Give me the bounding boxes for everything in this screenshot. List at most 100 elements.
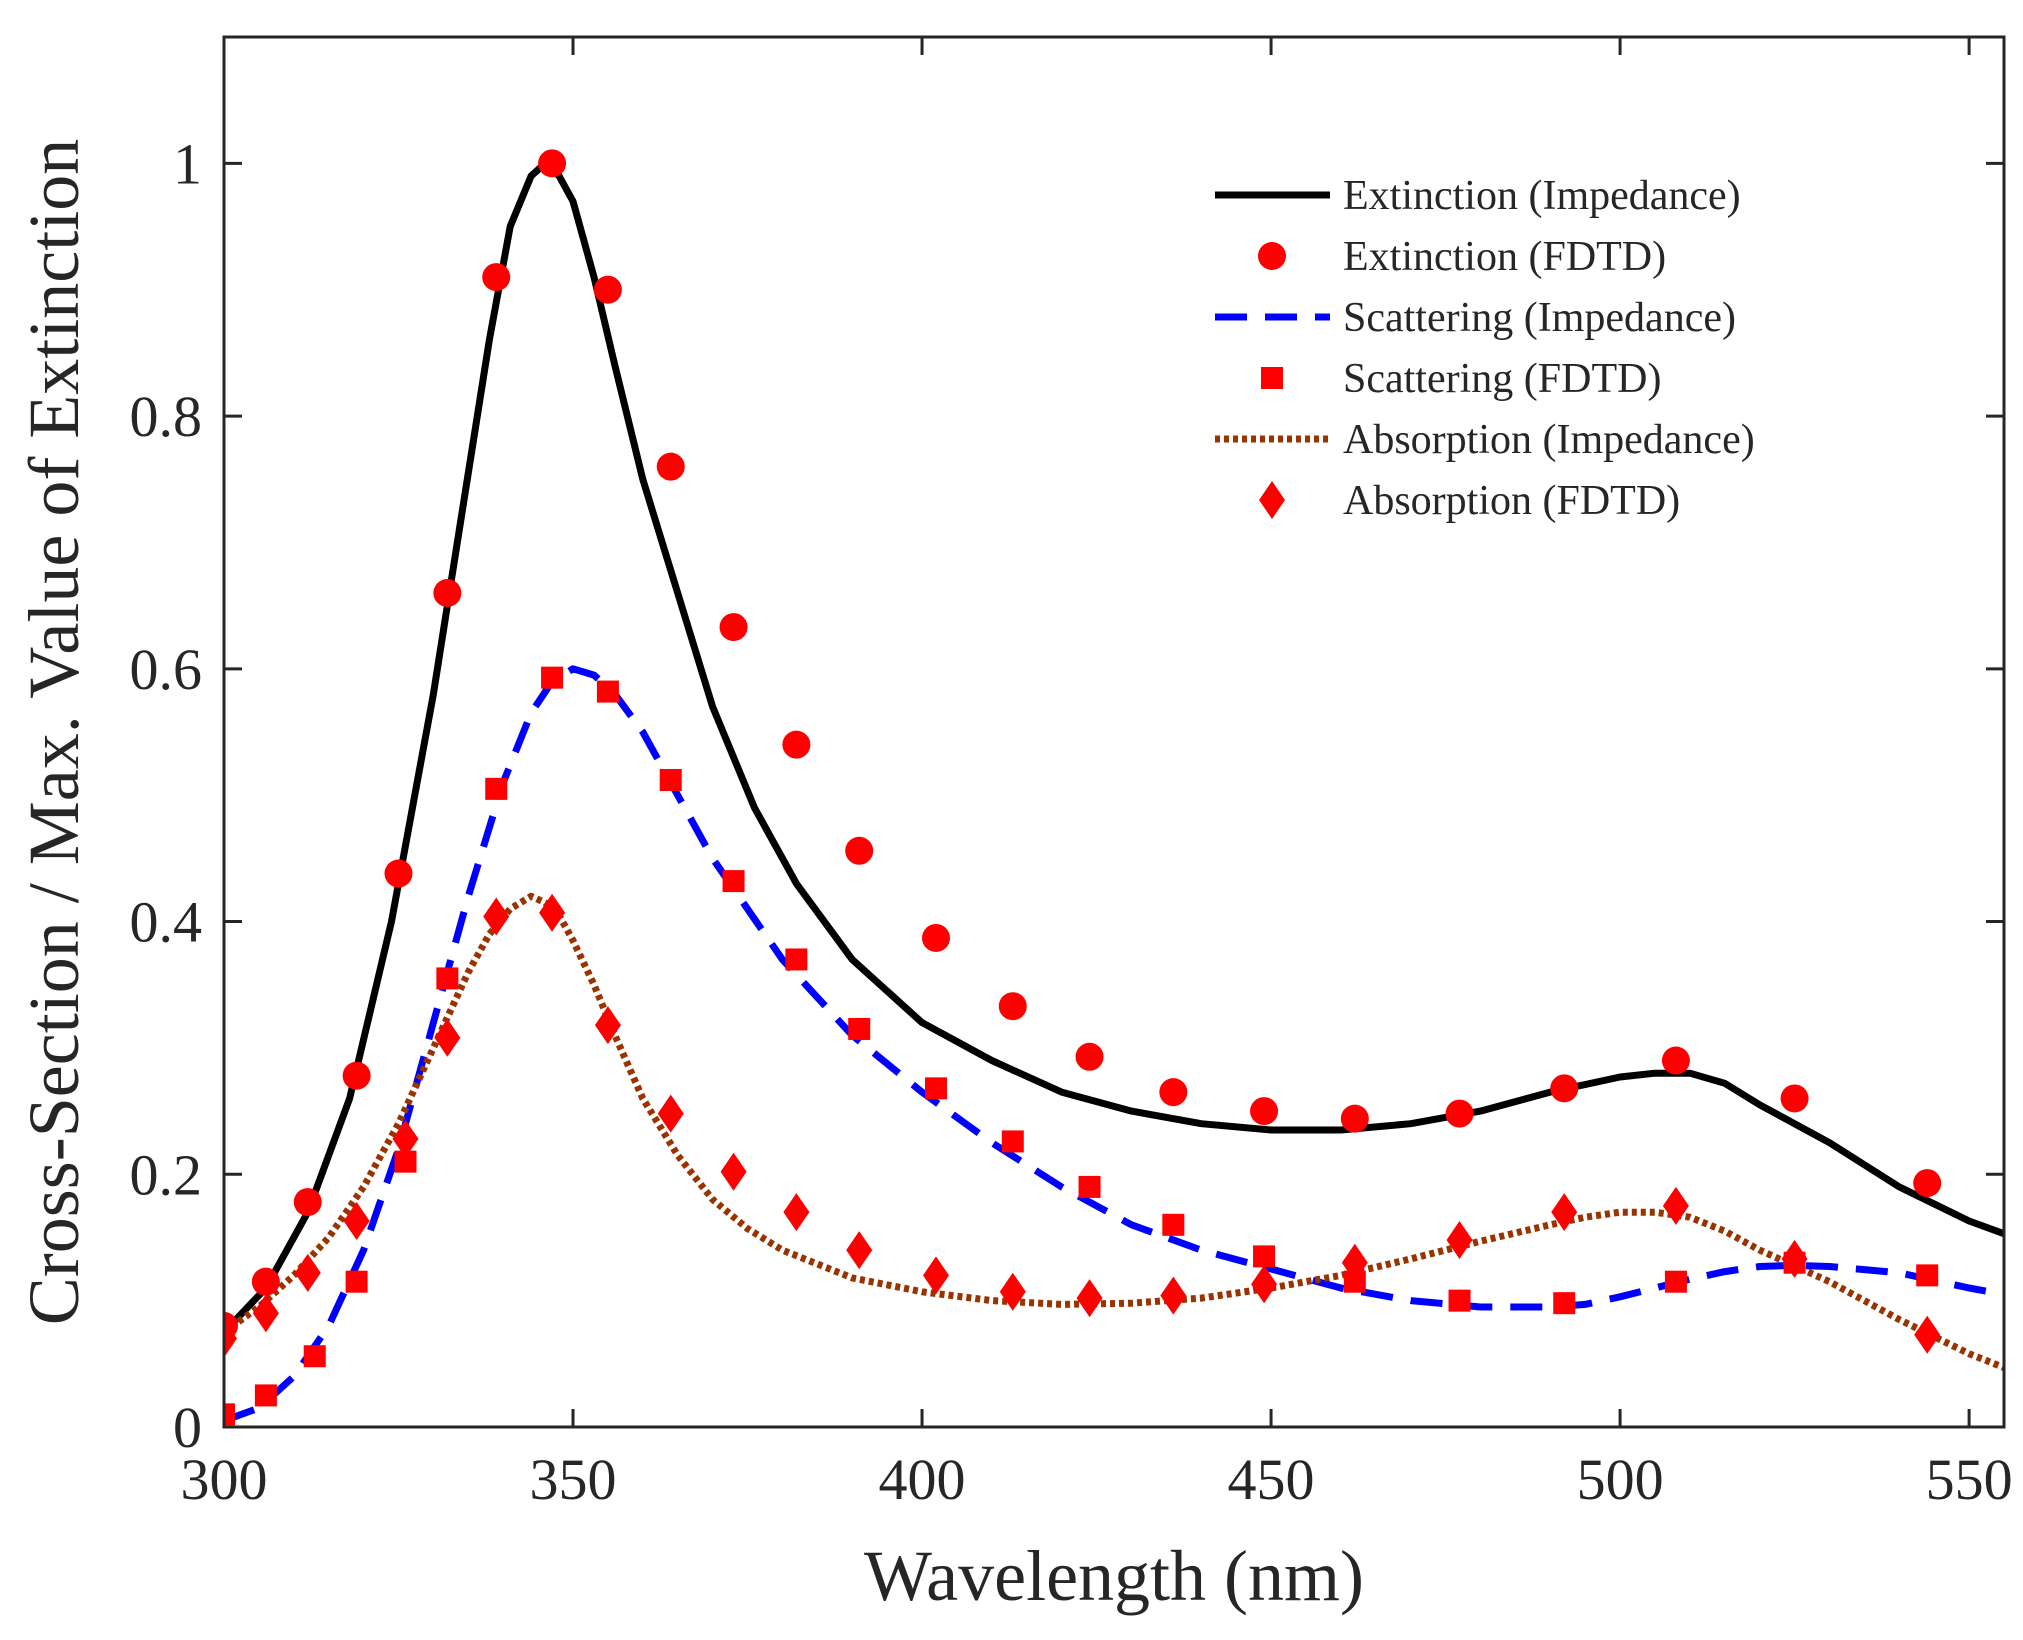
legend-swatch-absorption-fdtd: [1259, 481, 1285, 519]
data-point-extinction-fdtd: [1159, 1078, 1188, 1107]
legend-label: Scattering (Impedance): [1343, 295, 1736, 341]
data-point-absorption-fdtd: [539, 893, 566, 932]
data-point-extinction-fdtd: [998, 992, 1027, 1021]
data-point-extinction-fdtd: [922, 923, 950, 952]
y-tick-label: 0.6: [130, 637, 203, 702]
data-point-scattering-fdtd: [785, 948, 808, 971]
data-point-scattering-fdtd: [1253, 1245, 1276, 1268]
data-point-extinction-fdtd: [384, 859, 413, 888]
data-point-extinction-fdtd: [293, 1188, 322, 1217]
data-point-scattering-fdtd: [659, 769, 682, 792]
data-point-extinction-fdtd: [1445, 1099, 1474, 1128]
data-point-absorption-fdtd: [720, 1152, 747, 1191]
legend-label: Scattering (FDTD): [1343, 356, 1661, 402]
data-point-extinction-fdtd: [719, 613, 748, 642]
data-point-absorption-fdtd: [294, 1253, 321, 1292]
data-point-absorption-fdtd: [783, 1193, 810, 1232]
legend-label: Absorption (FDTD): [1343, 478, 1680, 524]
data-point-absorption-fdtd: [1914, 1315, 1941, 1354]
data-point-extinction-fdtd: [342, 1061, 371, 1090]
y-tick-label: 0.2: [130, 1142, 203, 1207]
data-point-scattering-fdtd: [541, 666, 564, 689]
data-point-scattering-fdtd: [254, 1384, 277, 1407]
data-point-extinction-fdtd: [482, 263, 511, 292]
data-point-extinction-fdtd: [1075, 1042, 1104, 1071]
data-point-scattering-fdtd: [303, 1345, 326, 1368]
data-point-absorption-fdtd: [1160, 1276, 1187, 1315]
data-point-scattering-fdtd: [1664, 1270, 1687, 1293]
data-point-extinction-fdtd: [1780, 1084, 1809, 1113]
series-line-scattering-impedance: [224, 665, 2004, 1424]
data-point-absorption-fdtd: [1781, 1239, 1808, 1278]
legend-swatch-extinction-fdtd: [1258, 242, 1286, 270]
x-tick-label: 450: [1228, 1447, 1315, 1512]
data-point-extinction-fdtd: [538, 149, 567, 178]
x-axis: 300 350 400 450 500 550: [181, 37, 2013, 1512]
plot-area: [224, 149, 2004, 1426]
series-line-absorption-impedance: [224, 892, 2004, 1371]
data-point-extinction-fdtd: [1250, 1097, 1279, 1126]
data-point-absorption-fdtd: [224, 1319, 237, 1358]
data-point-absorption-fdtd: [483, 897, 510, 936]
y-tick-label: 0.4: [130, 890, 203, 955]
x-axis-label: Wavelength (nm): [864, 1536, 1364, 1616]
legend-swatch-scattering-fdtd: [1261, 367, 1283, 389]
data-point-scattering-fdtd: [1916, 1264, 1939, 1287]
data-point-absorption-fdtd: [1662, 1186, 1689, 1225]
data-point-absorption-fdtd: [657, 1094, 684, 1133]
data-point-scattering-fdtd: [1448, 1289, 1471, 1312]
legend-label: Extinction (Impedance): [1343, 173, 1741, 219]
data-point-absorption-fdtd: [343, 1202, 370, 1241]
data-point-absorption-fdtd: [923, 1256, 949, 1295]
data-point-scattering-fdtd: [345, 1270, 368, 1293]
y-axis: 0 0.2 0.4 0.6 0.8 1: [130, 131, 2004, 1460]
data-point-absorption-fdtd: [1551, 1193, 1578, 1232]
data-point-scattering-fdtd: [1162, 1213, 1185, 1236]
data-point-absorption-fdtd: [252, 1294, 279, 1333]
data-point-scattering-fdtd: [1001, 1130, 1024, 1153]
data-point-extinction-fdtd: [251, 1267, 280, 1296]
data-point-absorption-fdtd: [1341, 1243, 1368, 1282]
data-point-absorption-fdtd: [846, 1231, 873, 1270]
data-point-absorption-fdtd: [1076, 1279, 1103, 1318]
y-axis-label: Cross-Section / Max. Value of Extinction: [14, 139, 94, 1326]
data-point-absorption-fdtd: [392, 1119, 419, 1158]
data-point-absorption-fdtd: [1251, 1265, 1278, 1304]
legend-label: Extinction (FDTD): [1343, 234, 1666, 280]
data-point-scattering-fdtd: [436, 967, 459, 990]
data-point-extinction-fdtd: [1340, 1104, 1369, 1133]
y-tick-label: 1: [173, 131, 202, 196]
data-point-absorption-fdtd: [999, 1272, 1026, 1311]
data-point-absorption-fdtd: [594, 1006, 621, 1045]
x-tick-label: 400: [879, 1447, 966, 1512]
data-point-extinction-fdtd: [1661, 1046, 1690, 1075]
data-point-absorption-fdtd: [1446, 1220, 1473, 1259]
x-tick-label: 500: [1577, 1447, 1664, 1512]
data-point-extinction-fdtd: [782, 730, 811, 759]
data-point-scattering-fdtd: [925, 1077, 947, 1100]
legend: Extinction (Impedance) Extinction (FDTD) S…: [1215, 173, 1755, 524]
data-point-extinction-fdtd: [1550, 1074, 1579, 1103]
y-tick-label: 0: [173, 1395, 202, 1460]
data-point-extinction-fdtd: [593, 275, 622, 304]
x-tick-label: 350: [530, 1447, 617, 1512]
data-point-extinction-fdtd: [433, 579, 462, 607]
data-point-extinction-fdtd: [845, 836, 874, 865]
axes-box: [222, 35, 2006, 1429]
y-tick-label: 0.8: [130, 384, 203, 449]
data-point-scattering-fdtd: [485, 777, 508, 800]
data-point-extinction-fdtd: [1913, 1169, 1942, 1198]
x-tick-label: 300: [181, 1447, 268, 1512]
data-point-scattering-fdtd: [394, 1150, 417, 1173]
data-point-scattering-fdtd: [1078, 1175, 1101, 1198]
data-point-scattering-fdtd: [224, 1403, 235, 1426]
data-point-scattering-fdtd: [848, 1017, 871, 1040]
data-point-extinction-fdtd: [656, 452, 685, 481]
data-point-scattering-fdtd: [722, 870, 745, 893]
x-tick-label: 550: [1926, 1447, 2013, 1512]
data-point-absorption-fdtd: [434, 1018, 461, 1057]
data-point-scattering-fdtd: [1553, 1292, 1576, 1315]
data-point-scattering-fdtd: [596, 680, 619, 703]
